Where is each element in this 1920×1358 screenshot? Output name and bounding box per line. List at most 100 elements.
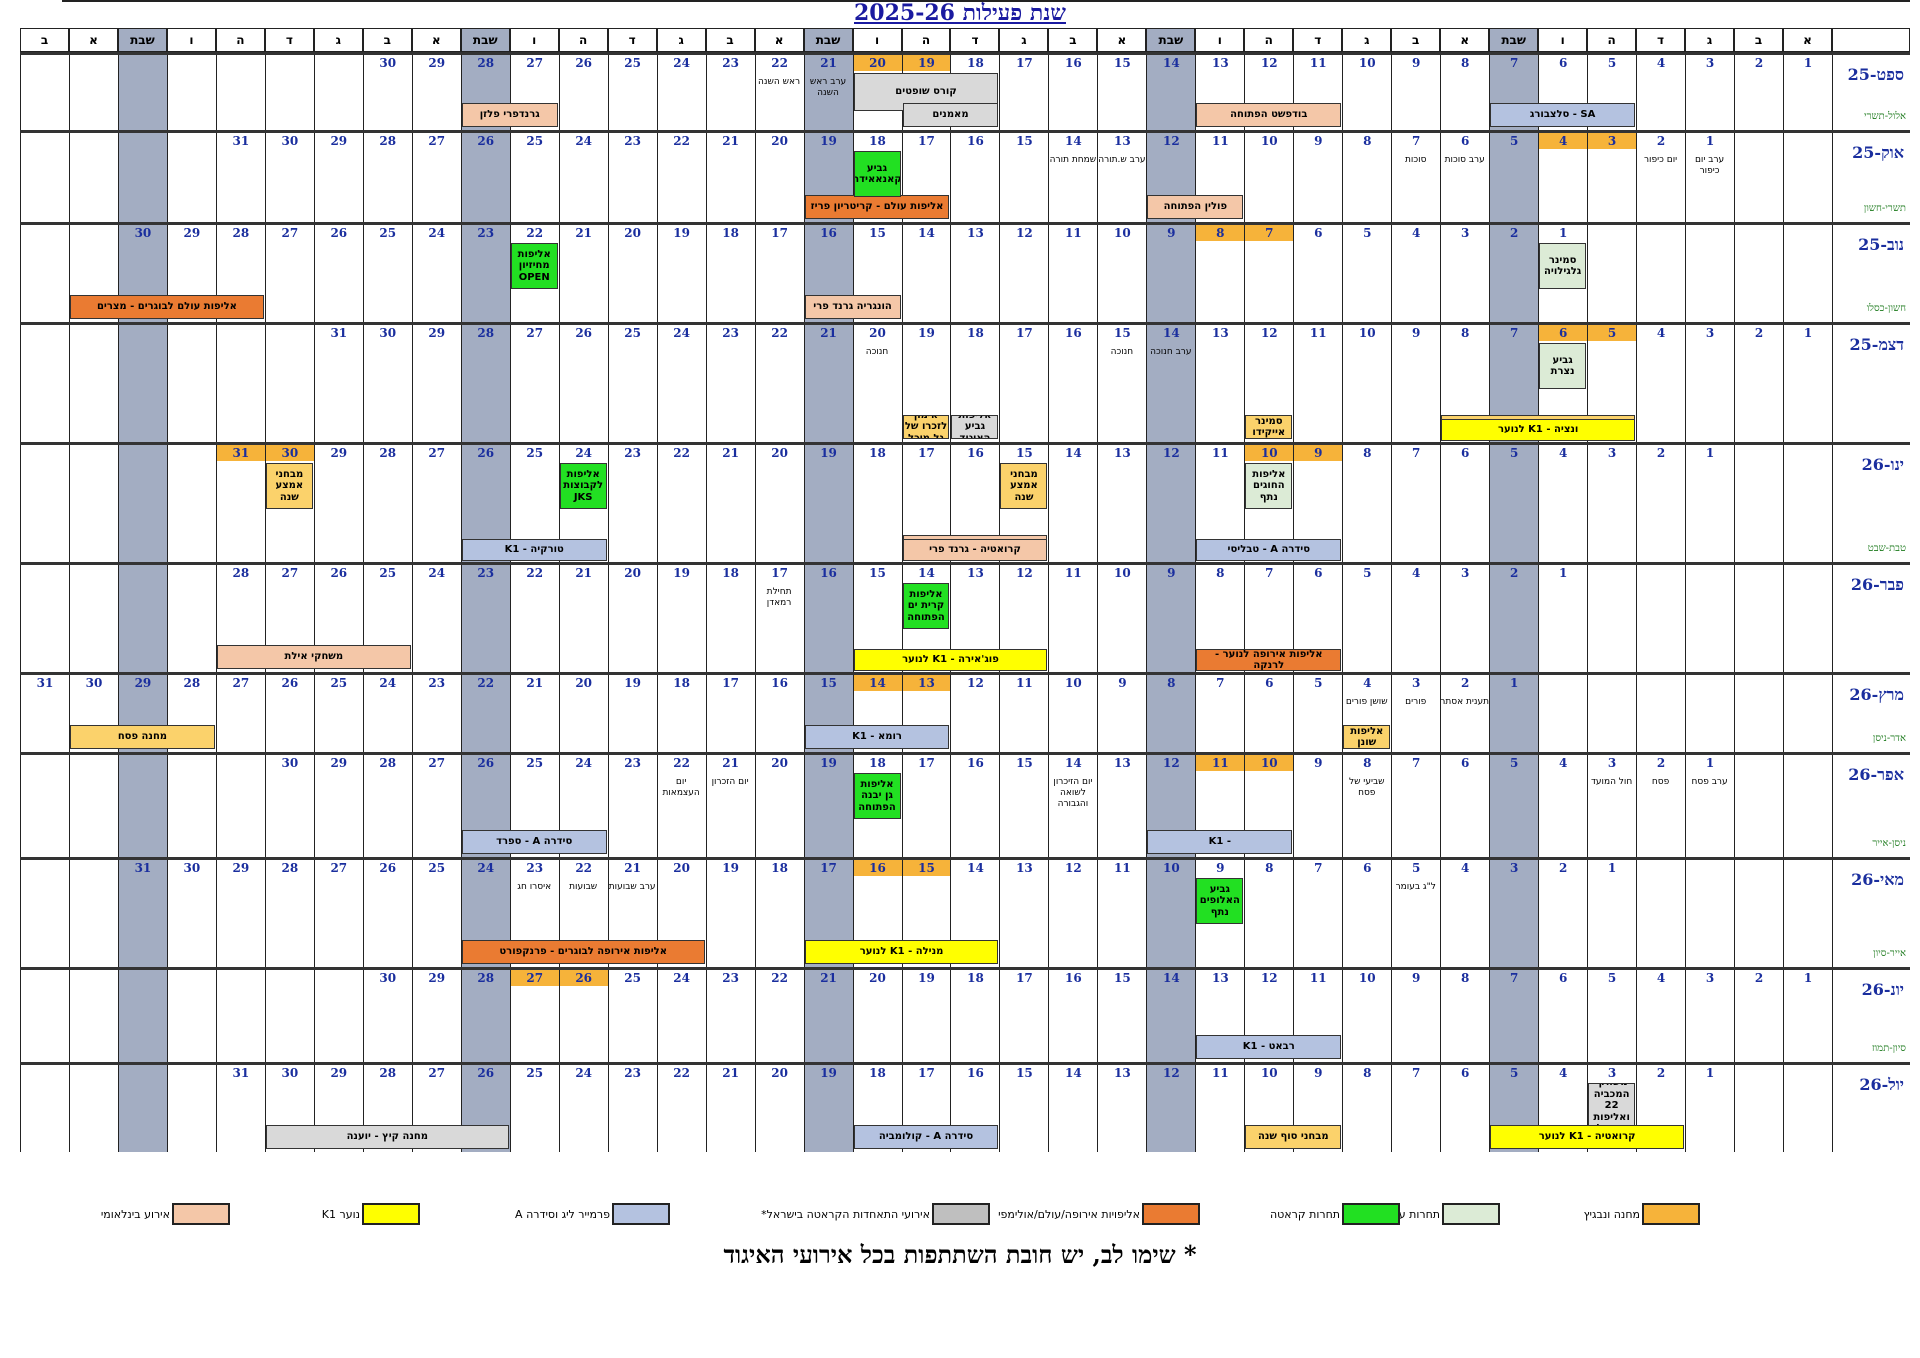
day-number: 6 (1558, 56, 1568, 70)
day-number: 23 (722, 971, 739, 985)
day-cell: 30 (264, 133, 314, 222)
day-cell (1734, 860, 1783, 967)
month-name: מרץ-26 (1849, 685, 1904, 704)
day-cell: 10 (1244, 1065, 1293, 1152)
event-block[interactable]: קרואטיה - K1 לנוער (1490, 1125, 1685, 1149)
day-number: 19 (820, 134, 837, 148)
day-cell: 23 (607, 133, 657, 222)
day-number: 11 (1114, 861, 1131, 875)
event-block[interactable]: גביע נצרת (1539, 343, 1587, 389)
event-block[interactable]: בודפשט הפתוחה (1196, 103, 1342, 127)
day-cell: 26 (313, 565, 363, 672)
day-number: 16 (967, 446, 984, 460)
day-number: 21 (820, 56, 837, 70)
weekday-header-25: ה (558, 28, 608, 52)
event-block[interactable]: מבחני אמצע שנה (265, 463, 313, 509)
event-block[interactable]: אליפות לקבוצות JKS (559, 463, 607, 509)
day-cell (166, 133, 216, 222)
day-cell: 6 (1538, 325, 1588, 442)
day-cell (1685, 565, 1734, 672)
event-block[interactable]: סמינר אייקידו (1245, 415, 1293, 439)
day-cell: 7 (1195, 675, 1244, 752)
day-number: 29 (183, 226, 201, 240)
event-block[interactable]: מחנה פסח (69, 725, 215, 749)
event-block[interactable]: פוג'אירה - K1 לנוער (853, 649, 1048, 671)
day-cell: 20 (852, 55, 902, 130)
day-cell: 24 (362, 675, 412, 752)
event-block[interactable]: גביע קאנאאידה (853, 151, 901, 197)
weekday-header-9: ג (1342, 28, 1392, 52)
event-block[interactable]: מנילה - K1 לנוער (804, 940, 999, 964)
event-block[interactable]: קרואטיה - גרנד פרי (902, 539, 1048, 561)
event-block[interactable]: אליפות אירופה לנוער - לרנקה (1196, 649, 1342, 671)
month-row: 1 2 3 4 5 6 7 8 9 10 11 12 13 14 15 16 17 18 19 20 21 22 23 24 2… (20, 967, 1910, 1062)
legend-swatch (1342, 1203, 1400, 1225)
event-block[interactable]: מבחני אמצע שנה (1000, 463, 1048, 509)
event-block[interactable]: אליפות גן יבנה הפתוחה (853, 773, 901, 819)
event-block[interactable]: מבחני סוף שנה (1245, 1125, 1342, 1149)
day-number: 6 (1314, 226, 1323, 240)
day-number: 7 (1509, 56, 1519, 70)
day-number: 8 (1363, 446, 1372, 460)
event-block[interactable]: פולין הפתוחה (1147, 195, 1244, 219)
legend-label: אליפויות אירופה/עולם/אולימפי (998, 1208, 1140, 1221)
event-block[interactable]: משחקי המכביה 22 ואליפות ישראל (1588, 1083, 1636, 1129)
event-block[interactable]: הונגריה גרנד פרי (804, 295, 901, 319)
day-number: 31 (216, 445, 265, 461)
day-number: 24 (477, 861, 495, 875)
day-cell: 8 (1342, 1065, 1391, 1152)
day-number: 10 (1260, 134, 1278, 148)
event-block[interactable]: אליפות עולם לבוגרים - מצרים (69, 295, 264, 319)
day-cell: 14 (1048, 755, 1097, 857)
event-block[interactable]: גביע האלופים נתף (1196, 878, 1244, 924)
month-name: אוק-25 (1852, 143, 1904, 162)
day-number: 4 (1656, 56, 1666, 70)
month-name: יול-26 (1859, 1075, 1904, 1094)
event-block[interactable]: סידרה A - קולומביה (853, 1125, 999, 1149)
event-block[interactable]: סידרה A - ספרד (461, 830, 607, 854)
event-block[interactable]: גרנדפרי פלזן (461, 103, 558, 127)
event-block[interactable]: אליפות עולם - קריטריון פריז (804, 195, 950, 219)
event-block[interactable]: טורקיה - K1 (461, 539, 607, 561)
day-cell: 24 (656, 325, 706, 442)
event-block[interactable]: ונציה - K1 לנוער (1441, 419, 1636, 441)
day-cell: 27 (411, 445, 461, 562)
event-block[interactable]: סמינר גלגילויה (1539, 243, 1587, 289)
day-number: 7 (1245, 225, 1294, 241)
weekday-header-15: ב (1048, 28, 1098, 52)
event-block[interactable]: אליפות אירופה לבוגרים - פרנקפורט (461, 940, 705, 964)
event-block[interactable]: משחקי אילת (216, 645, 411, 669)
day-cell: 25 (509, 1065, 559, 1152)
day-cell: 9 (1293, 133, 1342, 222)
day-cell: 4 (1538, 1065, 1587, 1152)
event-block[interactable]: רבאט - K1 (1196, 1035, 1342, 1059)
event-block[interactable]: סידרה A - טבליסי (1196, 539, 1342, 561)
day-cell: 20 (754, 133, 804, 222)
event-block[interactable]: רומא - K1 (804, 725, 950, 749)
day-cell: 22 (509, 225, 559, 322)
day-number: 12 (1016, 226, 1033, 240)
day-number: 1 (1803, 56, 1813, 70)
event-block[interactable]: אליפות מחיזיון OPEN (510, 243, 558, 289)
day-cell: 21 (803, 325, 853, 442)
event-block[interactable]: - K1 (1147, 830, 1293, 854)
event-block[interactable]: אימון לזכרו של גל מיכל (902, 415, 950, 439)
day-cell: 4 (1538, 755, 1587, 857)
event-block[interactable]: אליפות החוגים נתף (1245, 463, 1293, 509)
day-cell: 23 (705, 970, 755, 1062)
day-cell (20, 755, 69, 857)
day-number: 29 (428, 971, 446, 985)
event-block[interactable]: מאמנים (902, 103, 999, 127)
hebrew-month: חשון-כסלו (1866, 303, 1906, 314)
event-block[interactable]: SA - סלצבורג (1490, 103, 1636, 127)
day-cell: 9 (1293, 1065, 1342, 1152)
day-number: 25 (330, 676, 348, 690)
event-block[interactable]: מחנה קיץ - יוענה (265, 1125, 509, 1149)
event-block[interactable]: אליפות קרית ים הפתוחה (902, 583, 950, 629)
day-cell: 2 (1734, 325, 1783, 442)
event-block[interactable]: אליפות שונן (1343, 725, 1391, 749)
event-block[interactable]: אליפות גביע האיגוד (951, 415, 999, 439)
day-cell: 23 (509, 860, 559, 967)
holiday-note: שמחת תורה (1049, 155, 1097, 165)
day-number: 20 (853, 55, 902, 71)
